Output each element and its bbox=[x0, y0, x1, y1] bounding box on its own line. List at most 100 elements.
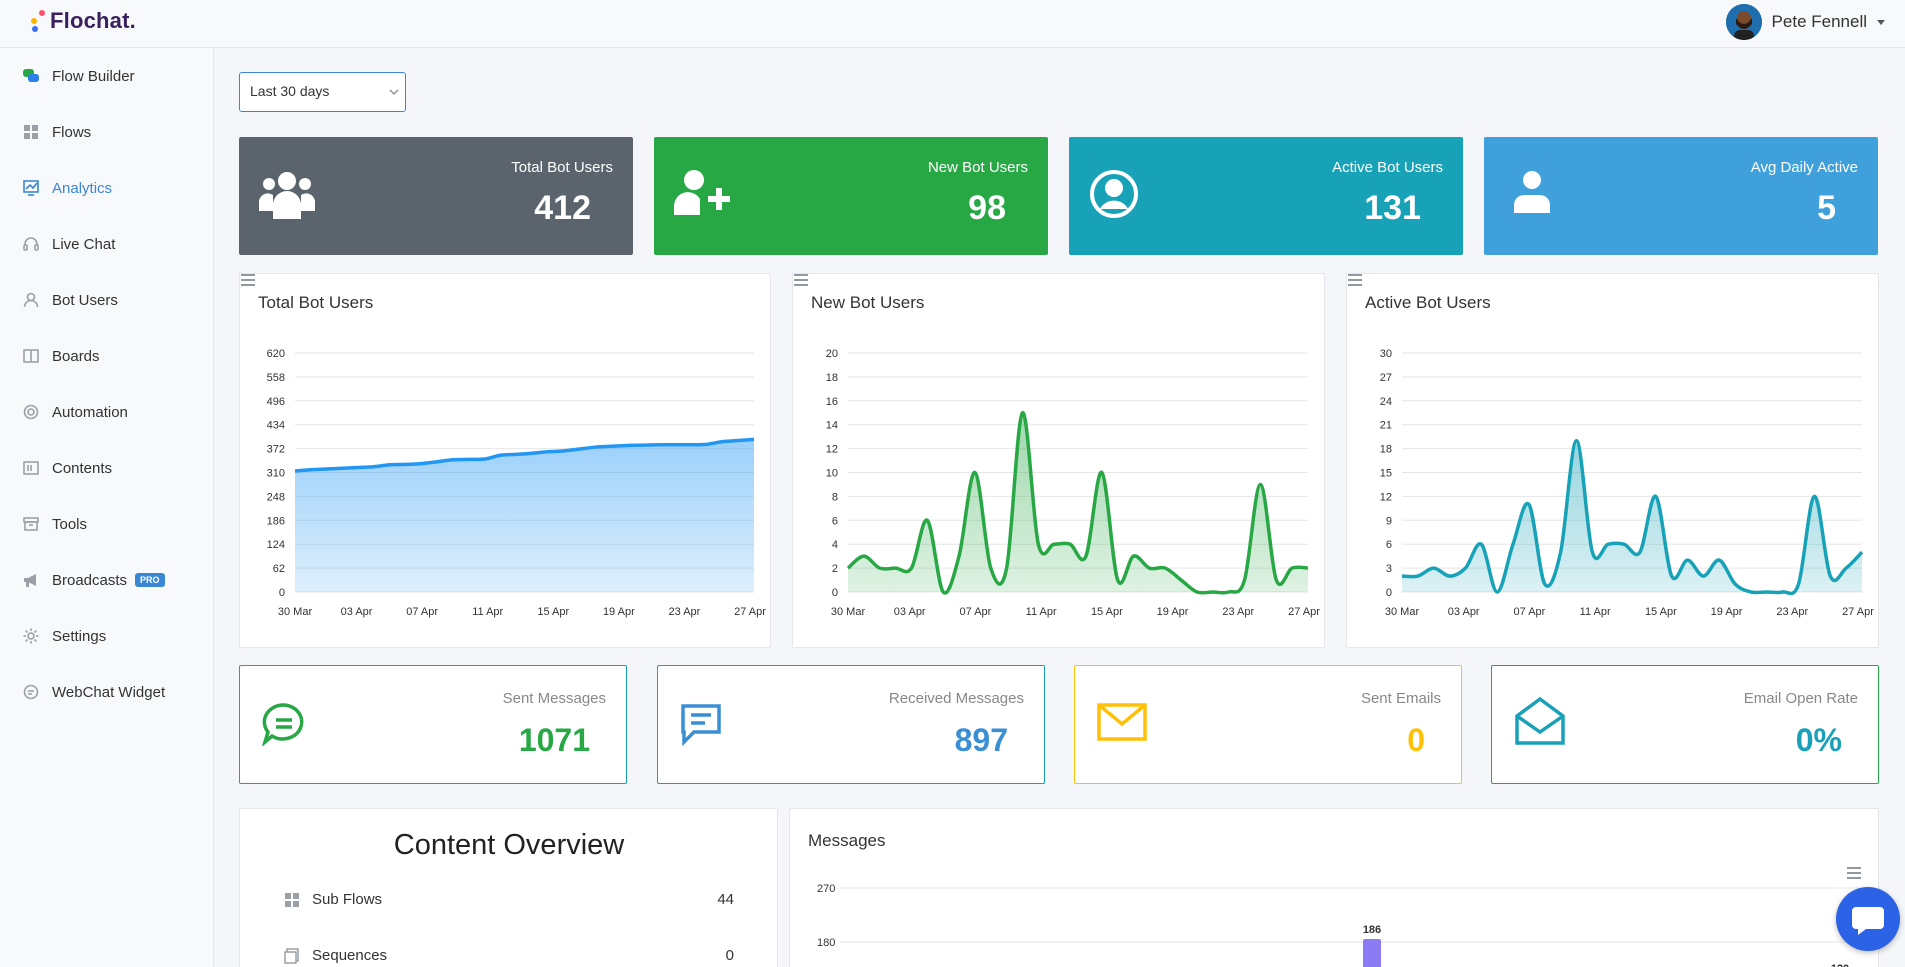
chart-card-new-bot-users: New Bot Users 0 2 4 6 8 10 12 14 16 18 20 30 Mar 03 … bbox=[792, 273, 1325, 648]
stat-value: 131 bbox=[1364, 189, 1421, 227]
stat-card-total-bot-users: Total Bot Users 412 bbox=[239, 137, 633, 255]
x-tick-label: 23 Apr bbox=[1776, 606, 1808, 618]
content-row-sub-flows[interactable]: Sub Flows 44 bbox=[284, 891, 734, 908]
envelope-icon bbox=[1097, 703, 1147, 741]
sidebar-item-settings[interactable]: Settings bbox=[0, 616, 214, 656]
y-tick-label: 620 bbox=[267, 348, 285, 360]
msg-card-sent-messages: Sent Messages 1071 bbox=[239, 665, 627, 784]
y-tick-label: 6 bbox=[1386, 539, 1392, 551]
x-tick-label: 27 Apr bbox=[1288, 606, 1320, 618]
y-tick-label: 124 bbox=[267, 539, 285, 551]
chart-menu-icon[interactable] bbox=[1846, 867, 1862, 879]
stat-card-new-bot-users: New Bot Users 98 bbox=[654, 137, 1048, 255]
series-line bbox=[846, 410, 1309, 595]
content-row-label: Sub Flows bbox=[312, 891, 383, 908]
x-tick-label: 23 Apr bbox=[669, 606, 701, 618]
megaphone-icon bbox=[24, 574, 36, 587]
y-tick-label: 20 bbox=[826, 348, 838, 360]
y-tick-label: 18 bbox=[826, 372, 838, 384]
content-row-sequences[interactable]: Sequences 0 bbox=[284, 947, 734, 964]
contents-icon bbox=[23, 461, 39, 475]
x-tick-label: 03 Apr bbox=[341, 606, 373, 618]
y-tick-label: 8 bbox=[832, 491, 838, 503]
date-range-value: Last 30 days bbox=[250, 83, 330, 99]
series-line bbox=[294, 437, 755, 473]
x-tick-label: 15 Apr bbox=[537, 606, 569, 618]
y-tick-label: 16 bbox=[826, 396, 838, 408]
chart-title: New Bot Users bbox=[811, 293, 925, 312]
user-circle-icon bbox=[1090, 170, 1138, 218]
x-tick-label: 11 Apr bbox=[472, 606, 503, 618]
x-tick-label: 23 Apr bbox=[1222, 606, 1254, 618]
pro-badge: PRO bbox=[135, 573, 165, 587]
total-bot-users-chart: 0 62 124 186 248 310 372 434 496 558 620 30 Mar 03 A… bbox=[267, 348, 767, 618]
user-plus-icon bbox=[674, 170, 730, 215]
grid-icon bbox=[285, 892, 299, 907]
series-line bbox=[1401, 438, 1864, 596]
sidebar-item-webchat-widget[interactable]: WebChat Widget bbox=[0, 672, 214, 712]
messages-chart-card: Messages 270 180 186 120 bbox=[789, 808, 1879, 967]
user-name: Pete Fennell bbox=[1771, 12, 1867, 31]
stat-label: New Bot Users bbox=[927, 159, 1028, 176]
x-tick-label: 15 Apr bbox=[1645, 606, 1677, 618]
x-tick-label: 30 Mar bbox=[278, 606, 313, 618]
y-tick-label: 14 bbox=[826, 420, 838, 432]
new-bot-users-chart: 0 2 4 6 8 10 12 14 16 18 20 30 Mar 03 Apr 07 Apr 11 Ap… bbox=[826, 348, 1320, 618]
stat-value: 5 bbox=[1817, 189, 1836, 227]
y-tick-label: 18 bbox=[1380, 444, 1392, 456]
stat-card-avg-daily-active: Avg Daily Active 5 bbox=[1484, 137, 1878, 255]
chart-menu-icon[interactable] bbox=[1347, 274, 1363, 286]
live-chat-launcher-button[interactable] bbox=[1836, 887, 1900, 951]
user-icon bbox=[23, 292, 39, 308]
sidebar-item-broadcasts[interactable]: Broadcasts PRO bbox=[0, 560, 214, 600]
automation-icon bbox=[23, 404, 39, 420]
user-menu[interactable]: Pete Fennell bbox=[1725, 4, 1885, 40]
data-label: 186 bbox=[1363, 924, 1381, 936]
chart-menu-icon[interactable] bbox=[240, 274, 256, 286]
sidebar-item-automation[interactable]: Automation bbox=[0, 392, 214, 432]
x-tick-label: 30 Mar bbox=[831, 606, 866, 618]
sidebar-item-tools[interactable]: Tools bbox=[0, 504, 214, 544]
y-tick-label: 4 bbox=[832, 539, 838, 551]
sidebar-item-flow-builder[interactable]: Flow Builder bbox=[0, 56, 214, 96]
y-tick-label: 0 bbox=[1386, 587, 1392, 599]
content-overview-card: Content Overview Sub Flows 44 Sequences … bbox=[239, 808, 778, 967]
x-tick-label: 07 Apr bbox=[406, 606, 438, 618]
msg-value: 0% bbox=[1795, 722, 1842, 758]
date-range-select[interactable]: Last 30 days bbox=[239, 72, 406, 112]
y-tick-label: 6 bbox=[832, 515, 838, 527]
y-tick-label: 372 bbox=[267, 444, 285, 456]
msg-value: 897 bbox=[954, 722, 1008, 758]
logo-mark-icon bbox=[28, 8, 46, 34]
flow-builder-icon bbox=[23, 69, 39, 82]
sidebar-item-boards[interactable]: Boards bbox=[0, 336, 214, 376]
y-tick-label: 10 bbox=[826, 468, 838, 480]
x-tick-label: 11 Apr bbox=[1580, 606, 1611, 618]
sidebar-item-analytics[interactable]: Analytics bbox=[0, 168, 214, 208]
y-tick-label: 0 bbox=[279, 587, 285, 599]
y-tick-label: 3 bbox=[1386, 563, 1392, 575]
users-group-icon bbox=[259, 172, 315, 219]
sidebar-item-live-chat[interactable]: Live Chat bbox=[0, 224, 214, 264]
y-tick-label: 2 bbox=[832, 563, 838, 575]
x-tick-label: 03 Apr bbox=[894, 606, 926, 618]
content-overview-title: Content Overview bbox=[393, 829, 625, 861]
y-tick-label: 496 bbox=[267, 396, 285, 408]
chat-widget-icon bbox=[23, 684, 39, 700]
user-icon bbox=[1514, 171, 1550, 213]
sidebar-item-bot-users[interactable]: Bot Users bbox=[0, 280, 214, 320]
sidebar-item-contents[interactable]: Contents bbox=[0, 448, 214, 488]
app-logo[interactable]: Flochat. bbox=[28, 8, 136, 34]
series-area bbox=[848, 412, 1308, 594]
avatar bbox=[1725, 4, 1762, 40]
boards-icon bbox=[23, 349, 39, 363]
msg-label: Sent Messages bbox=[502, 690, 606, 707]
stat-value: 98 bbox=[968, 189, 1006, 227]
data-label: 120 bbox=[1831, 963, 1849, 967]
sidebar-item-flows[interactable]: Flows bbox=[0, 112, 214, 152]
content-row-label: Sequences bbox=[312, 947, 388, 964]
chart-card-total-bot-users: Total Bot Users 0 62 124 186 248 310 372 434 496… bbox=[239, 273, 771, 648]
chart-menu-icon[interactable] bbox=[793, 274, 809, 286]
archive-icon bbox=[23, 517, 39, 531]
x-tick-label: 30 Mar bbox=[1385, 606, 1420, 618]
